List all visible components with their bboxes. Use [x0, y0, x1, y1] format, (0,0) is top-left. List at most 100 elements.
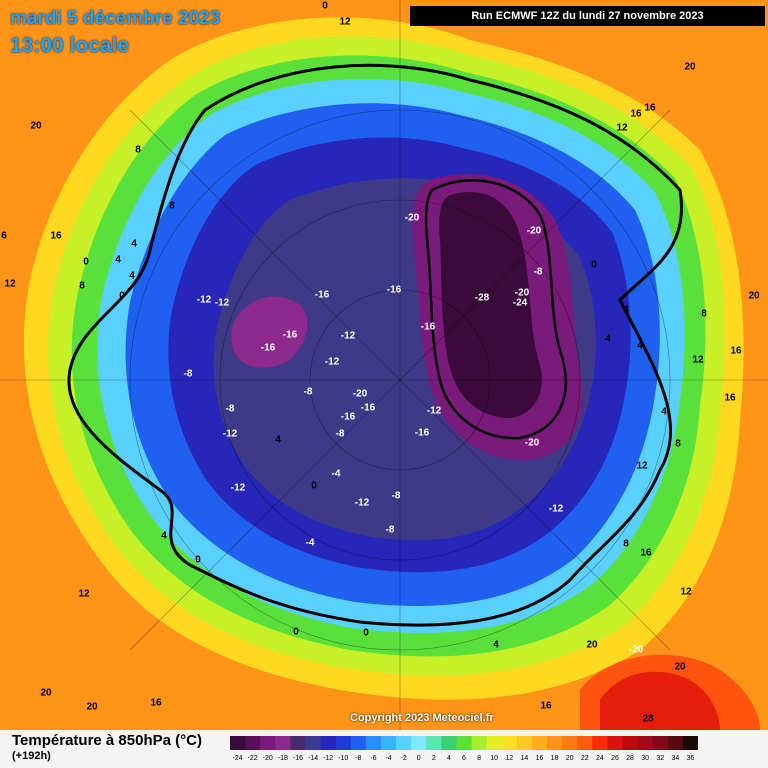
zone-west-purple [231, 296, 308, 368]
isotherm-label: 20 [586, 640, 598, 651]
isotherm-label: 0 [322, 1, 328, 12]
isotherm-label: 12 [78, 589, 90, 600]
isotherm-label: 16 [630, 109, 642, 120]
isotherm-label: -16 [361, 403, 376, 414]
legend-tick-label: -10 [338, 755, 348, 762]
legend-tick-label: 10 [490, 755, 498, 762]
legend-swatch [426, 736, 442, 750]
legend-tick-label: -6 [370, 755, 376, 762]
isotherm-label: 8 [135, 145, 141, 156]
isotherm-label: 16 [730, 346, 742, 357]
legend-swatch [547, 736, 563, 750]
legend-swatch [441, 736, 457, 750]
isotherm-label: 8 [675, 439, 681, 450]
isotherm-label: -16 [315, 290, 330, 301]
isotherm-label: 20 [40, 688, 52, 699]
isotherm-label: 20 [674, 662, 686, 673]
isotherm-label: -4 [332, 469, 341, 480]
isotherm-label: 28 [642, 714, 654, 725]
isotherm-label: -20 [629, 645, 644, 656]
color-scale-legend: -24 -22 -20 -18 -16 -14 -12 -10 -8 -6 -4 -2 0 2 4 6 8 10 1… [230, 736, 698, 762]
copyright: Copyright 2023 Meteociel.fr [350, 712, 494, 724]
legend-tick-label: 36 [687, 755, 695, 762]
isotherm-label: 0 [591, 260, 597, 271]
isotherm-label: -12 [231, 483, 246, 494]
isotherm-label: 0 [311, 481, 317, 492]
isotherm-label: 0 [195, 555, 201, 566]
legend-swatch [275, 736, 291, 750]
legend-swatch [516, 736, 533, 750]
isotherm-label: 8 [79, 281, 85, 292]
isotherm-label: 12 [616, 123, 628, 134]
temperature-map: 12020161612208816444080612-20-200-820-16… [0, 0, 768, 730]
isotherm-label: 4 [637, 341, 643, 352]
legend-tick-label: -8 [355, 755, 361, 762]
isotherm-label: 0 [363, 628, 369, 639]
isotherm-label: 4 [115, 255, 121, 266]
isotherm-label: -8 [226, 404, 235, 415]
legend-swatch [592, 736, 608, 750]
legend-swatch [682, 736, 698, 750]
legend-swatch [365, 736, 382, 750]
legend-tick-label: 34 [671, 755, 679, 762]
variable-title: Température à 850hPa (°C) [12, 732, 202, 749]
isotherm-label: -12 [325, 357, 340, 368]
legend-swatch [411, 736, 427, 750]
isotherm-label: 16 [150, 698, 162, 709]
legend-tick-label: 0 [417, 755, 421, 762]
legend-swatch [230, 736, 246, 750]
isotherm-label: -8 [534, 267, 543, 278]
isotherm-label: -20 [405, 213, 420, 224]
isotherm-label: 4 [129, 271, 135, 282]
isotherm-label: -16 [415, 428, 430, 439]
isotherm-label: -8 [392, 491, 401, 502]
isotherm-label: 16 [540, 701, 552, 712]
legend-tick-label: 16 [536, 755, 544, 762]
forecast-date: mardi 5 décembre 2023 [10, 8, 221, 29]
forecast-local-time: 13:00 locale [10, 34, 130, 57]
isotherm-label: -12 [215, 298, 230, 309]
isotherm-label: 12 [4, 279, 16, 290]
isotherm-label: -16 [261, 343, 276, 354]
legend-tick-label: 30 [641, 755, 649, 762]
legend-swatch [562, 736, 578, 750]
legend-swatch [350, 736, 367, 750]
isotherm-label: 20 [748, 291, 760, 302]
isotherm-label: 4 [275, 435, 281, 446]
legend-swatch [652, 736, 669, 750]
isotherm-label: -4 [306, 538, 315, 549]
zone-red-southeast [580, 654, 760, 730]
isotherm-label: -20 [515, 288, 530, 299]
legend-tick-label: -16 [293, 755, 303, 762]
run-info: Run ECMWF 12Z du lundi 27 novembre 2023 [410, 6, 765, 26]
isotherm-label: 12 [692, 355, 704, 366]
isotherm-label: 0 [119, 291, 125, 302]
legend-tick-label: 22 [581, 755, 589, 762]
isotherm-label: -12 [341, 331, 356, 342]
isotherm-label: -20 [525, 438, 540, 449]
legend-swatch [501, 736, 518, 750]
legend-tick-label: 12 [505, 755, 513, 762]
legend-swatch [667, 736, 684, 750]
isotherm-label: 16 [724, 393, 736, 404]
isotherm-label: -12 [355, 498, 370, 509]
contour-zero [67, 63, 683, 627]
legend-tick-label: 32 [656, 755, 664, 762]
legend-swatch [622, 736, 639, 750]
legend-tick-label: 26 [611, 755, 619, 762]
isotherm-label: 4 [661, 407, 667, 418]
legend-tick-label: -14 [308, 755, 318, 762]
legend-tick-label: 6 [462, 755, 466, 762]
legend-swatch [396, 736, 412, 750]
isotherm-label: -20 [353, 389, 368, 400]
isotherm-label: -8 [184, 369, 193, 380]
graticule [0, 0, 768, 730]
legend-swatch [320, 736, 337, 750]
isotherm-label: -16 [421, 322, 436, 333]
isotherm-label: 8 [169, 201, 175, 212]
isotherm-label: 4 [131, 239, 137, 250]
isotherm-label: -12 [223, 429, 238, 440]
isotherm-label: 0 [83, 257, 89, 268]
legend-swatch [260, 736, 276, 750]
contour-minus20 [424, 179, 567, 440]
